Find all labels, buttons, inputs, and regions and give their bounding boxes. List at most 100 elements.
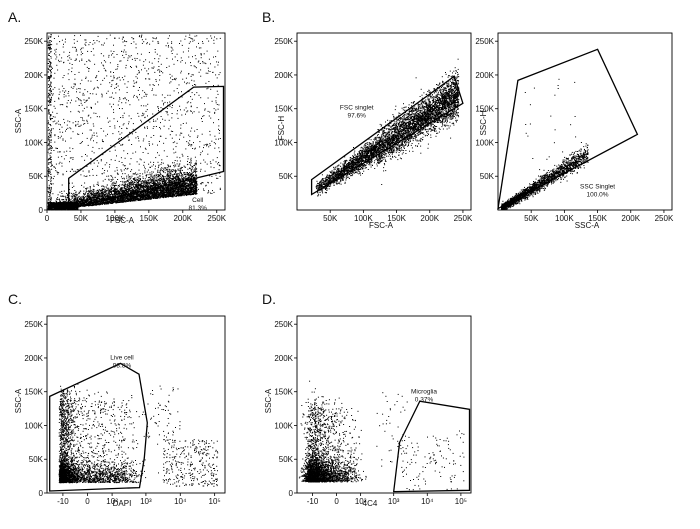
event-point (82, 196, 84, 198)
event-point (171, 192, 173, 194)
event-point (95, 196, 97, 198)
event-point (98, 191, 100, 193)
event-point (87, 196, 89, 198)
event-point (88, 190, 90, 192)
event-point (150, 182, 152, 184)
event-point (148, 195, 150, 197)
event-point (158, 180, 160, 181)
event-point (171, 178, 173, 180)
event-point (167, 181, 169, 183)
event-point (189, 172, 191, 173)
event-point (119, 190, 121, 192)
event-point (188, 175, 190, 176)
event-point (63, 190, 65, 192)
event-point (134, 187, 135, 188)
event-point (171, 185, 173, 187)
event-point (154, 192, 156, 194)
event-point (183, 172, 185, 174)
event-point (116, 188, 118, 190)
event-point (195, 162, 197, 164)
event-point (114, 183, 116, 185)
event-point (160, 194, 162, 196)
event-point (97, 189, 99, 191)
event-point (123, 184, 125, 186)
event-point (159, 197, 161, 199)
event-point (57, 198, 59, 200)
event-point (151, 195, 153, 197)
event-point (176, 184, 178, 186)
event-point (102, 193, 104, 195)
event-point (196, 188, 198, 190)
event-point (131, 184, 133, 186)
event-point (154, 175, 156, 177)
event-point (187, 173, 189, 175)
event-point (97, 183, 99, 185)
event-point (75, 193, 77, 195)
event-point (178, 192, 179, 194)
event-point (157, 172, 159, 173)
event-point (144, 184, 146, 186)
event-point (154, 182, 156, 184)
event-point (109, 195, 111, 197)
event-point (73, 195, 75, 197)
event-point (179, 188, 181, 190)
event-point (71, 200, 73, 202)
event-point (151, 183, 153, 185)
event-point (99, 189, 101, 191)
event-point (175, 195, 177, 197)
event-point (177, 180, 179, 182)
event-point (159, 182, 161, 184)
event-point (132, 198, 134, 200)
event-point (125, 190, 127, 191)
event-point (160, 190, 162, 192)
event-point (114, 198, 116, 200)
event-point (158, 188, 160, 190)
event-point (163, 169, 165, 171)
event-point (172, 195, 174, 197)
event-point (145, 187, 147, 189)
event-point (189, 193, 191, 195)
event-point (61, 199, 63, 201)
event-point (73, 193, 75, 195)
event-point (194, 164, 195, 166)
event-point (183, 182, 185, 184)
event-point (179, 192, 181, 194)
event-point (86, 197, 88, 199)
event-point (193, 190, 195, 192)
event-point (59, 200, 61, 202)
event-point (115, 181, 117, 183)
event-point (186, 182, 188, 184)
event-point (88, 196, 90, 198)
event-point (148, 197, 149, 199)
event-point (135, 180, 137, 181)
event-point (182, 175, 184, 177)
event-point (144, 172, 146, 174)
event-point (163, 193, 165, 195)
event-point (174, 188, 176, 190)
event-point (152, 189, 154, 191)
event-point (171, 191, 173, 193)
event-point (158, 179, 160, 180)
event-point (166, 170, 168, 172)
event-point (115, 191, 117, 193)
event-point (107, 188, 109, 190)
event-point (109, 188, 111, 190)
event-point (172, 175, 174, 177)
event-point (133, 182, 135, 184)
event-point (100, 196, 101, 198)
event-point (167, 194, 169, 196)
event-point (148, 191, 149, 193)
event-point (112, 185, 114, 187)
event-point (130, 187, 132, 189)
event-point (96, 198, 98, 200)
event-point (129, 190, 131, 192)
event-point (193, 174, 195, 176)
event-point (191, 173, 193, 175)
event-point (151, 185, 153, 187)
event-point (179, 179, 181, 180)
event-point (130, 182, 132, 184)
event-point (119, 201, 121, 203)
event-point (148, 185, 150, 187)
event-point (171, 179, 173, 181)
event-point (97, 197, 99, 199)
